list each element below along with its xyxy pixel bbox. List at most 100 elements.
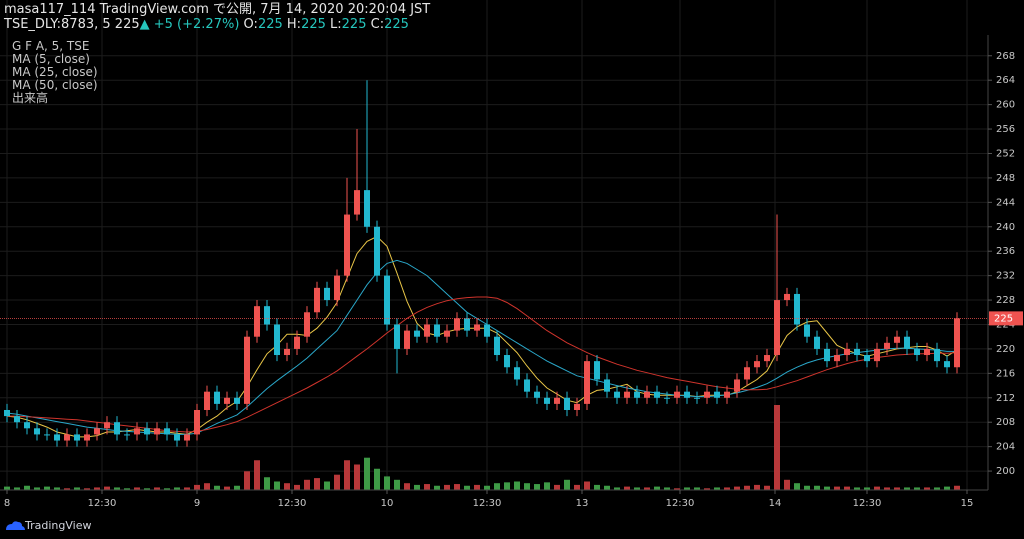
candle-body xyxy=(794,293,800,325)
y-tick-label: 212 xyxy=(996,393,1015,404)
volume-bar xyxy=(534,484,540,490)
c-value: 225 xyxy=(384,17,409,32)
candle-body xyxy=(924,348,930,356)
h-value: 225 xyxy=(301,17,326,32)
volume-bar xyxy=(714,487,720,490)
candle-body xyxy=(464,318,470,331)
volume-bar xyxy=(84,488,90,490)
y-tick-label: 228 xyxy=(996,295,1015,306)
candle-body xyxy=(824,348,830,362)
volume-bar xyxy=(924,487,930,490)
candle-body xyxy=(544,397,550,404)
candles xyxy=(4,80,960,447)
candle-body xyxy=(294,336,300,349)
o-label: O: xyxy=(243,17,258,32)
candle-body xyxy=(944,361,950,368)
volume-bar xyxy=(594,484,600,490)
candle-body xyxy=(734,379,740,392)
candle-body xyxy=(694,397,700,399)
volume-bar xyxy=(344,460,350,490)
y-tick-label: 216 xyxy=(996,368,1015,379)
candle-body xyxy=(934,348,940,362)
candle-body xyxy=(454,318,460,331)
volume xyxy=(4,405,960,490)
candle-body xyxy=(814,336,820,349)
volume-bar xyxy=(394,479,400,490)
candle-body xyxy=(344,214,350,276)
candle-body xyxy=(44,434,50,436)
volume-bar xyxy=(124,488,130,490)
l-value: 225 xyxy=(341,17,367,32)
candle-body xyxy=(714,391,720,398)
volume-bar xyxy=(814,485,820,490)
y-tick-label: 240 xyxy=(996,222,1015,233)
candle-body xyxy=(584,361,590,404)
volume-bar xyxy=(64,488,70,490)
price: 225 xyxy=(114,17,140,32)
candle-body xyxy=(554,397,560,404)
candle-body xyxy=(324,287,330,301)
brand-logo xyxy=(6,521,25,530)
volume-bar xyxy=(674,488,680,490)
volume-bar xyxy=(464,485,470,490)
y-tick-label: 252 xyxy=(996,148,1015,159)
legend-item: G F A, 5, TSE xyxy=(12,39,90,53)
candle-body xyxy=(34,428,40,435)
candle-body xyxy=(864,355,870,362)
volume-bar xyxy=(104,486,110,490)
last-price-box xyxy=(989,311,1023,326)
volume-bar xyxy=(374,468,380,490)
candle-body xyxy=(684,391,690,398)
candle-body xyxy=(134,428,140,435)
volume-bar xyxy=(4,486,10,490)
volume-bar xyxy=(734,486,740,490)
volume-bar xyxy=(294,484,300,490)
volume-bar xyxy=(214,485,220,490)
header-line1: masa117_114 TradingView.com で公開, 7月 14, … xyxy=(4,2,431,17)
arrow: ▲ xyxy=(139,17,150,32)
candle-body xyxy=(404,330,410,349)
candle-body xyxy=(604,379,610,392)
x-tick-label: 12:30 xyxy=(473,498,502,509)
candle-body xyxy=(414,330,420,337)
y-tick-label: 260 xyxy=(996,100,1015,111)
volume-bar xyxy=(724,487,730,490)
y-tick-label: 208 xyxy=(996,417,1015,428)
candle-body xyxy=(534,391,540,398)
y-tick-label: 256 xyxy=(996,124,1015,135)
y-tick-label: 264 xyxy=(996,75,1015,86)
legend-item: 出来高 xyxy=(12,91,49,105)
volume-bar xyxy=(414,484,420,490)
volume-bar xyxy=(424,484,430,490)
candle-body xyxy=(184,434,190,441)
volume-bar xyxy=(324,481,330,490)
y-tick-label: 200 xyxy=(996,466,1015,477)
axes: 2002042082122162202242282322362402442482… xyxy=(0,35,1023,509)
c-label: C: xyxy=(370,17,385,32)
brand: TradingView xyxy=(6,519,91,532)
volume-bar xyxy=(174,487,180,490)
grid xyxy=(0,0,988,490)
volume-bar xyxy=(474,484,480,490)
volume-bar xyxy=(604,485,610,490)
candle-body xyxy=(384,275,390,325)
candle-body xyxy=(834,355,840,362)
volume-bar xyxy=(134,487,140,490)
candle-body xyxy=(704,391,710,398)
volume-bar xyxy=(624,486,630,490)
candle-body xyxy=(234,397,240,404)
volume-bar xyxy=(364,457,370,490)
volume-bar xyxy=(524,483,530,490)
x-tick-label: 14 xyxy=(769,498,782,509)
volume-bar xyxy=(334,474,340,490)
volume-bar xyxy=(114,487,120,490)
candle-body xyxy=(844,348,850,356)
header-line2: TSE_DLY:8783, 5 225▲ +5 (+2.27%) O:225 H… xyxy=(4,17,430,32)
volume-bar xyxy=(254,460,260,490)
legend-item: MA (50, close) xyxy=(12,78,98,92)
candle-body xyxy=(724,391,730,398)
candle-body xyxy=(914,348,920,356)
volume-bar xyxy=(874,486,880,490)
volume-bar xyxy=(154,487,160,490)
